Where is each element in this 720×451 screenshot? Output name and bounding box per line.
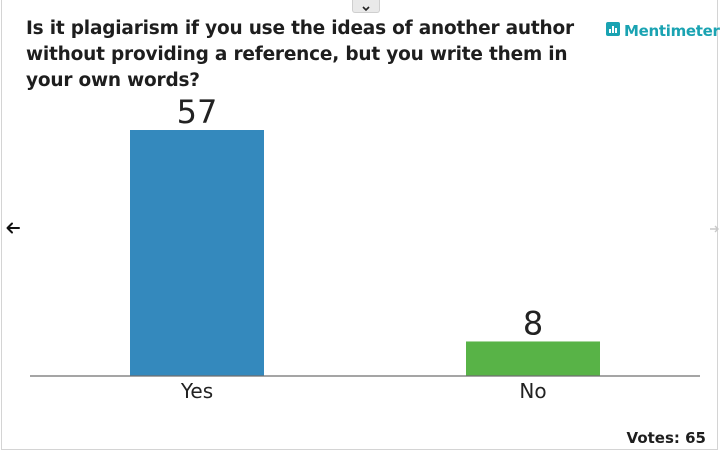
- question-title: Is it plagiarism if you use the ideas of…: [26, 18, 574, 91]
- bar-chart-logo-icon: [606, 22, 620, 40]
- arrow-left-icon: [6, 219, 20, 238]
- value-label-yes: 57: [177, 93, 218, 131]
- bar-yes: [130, 130, 264, 376]
- arrow-right-icon: [709, 219, 719, 238]
- category-label-no: No: [519, 379, 546, 403]
- bar-no: [466, 341, 600, 376]
- category-label-yes: Yes: [180, 379, 213, 403]
- brand-logo: Mentimeter: [606, 22, 720, 40]
- previous-slide-button[interactable]: [4, 219, 22, 237]
- collapse-toggle[interactable]: [352, 0, 380, 13]
- votes-count: Votes: 65: [626, 429, 706, 447]
- chevron-down-icon: [362, 0, 370, 16]
- brand-name: Mentimeter: [624, 22, 720, 40]
- next-slide-button[interactable]: [708, 219, 720, 237]
- value-label-no: 8: [523, 304, 543, 342]
